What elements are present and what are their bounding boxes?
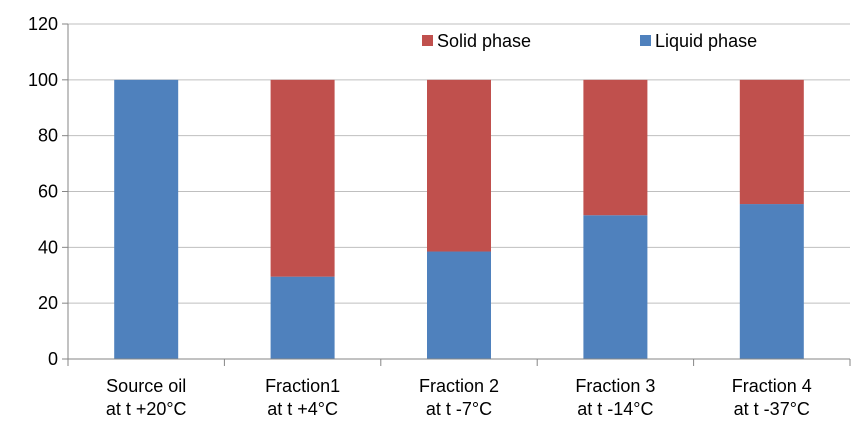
bars	[114, 79, 804, 359]
axes	[62, 23, 851, 366]
axis-labels: 0 20 40 60 80 100 120 Source oil at t +20°C Fract…	[28, 14, 812, 419]
x-category-label: Fraction 3	[575, 376, 655, 396]
x-category-label: at t -14°C	[577, 399, 653, 419]
x-category-label: at t +20°C	[106, 399, 187, 419]
bar-solid-phase	[427, 79, 491, 252]
y-tick-label: 120	[28, 14, 58, 34]
legend-swatch	[640, 35, 651, 46]
x-category-label: Fraction 4	[732, 376, 812, 396]
bar-solid-phase	[583, 79, 648, 216]
x-category-label: at t +4°C	[267, 399, 338, 419]
y-tick-label: 20	[38, 293, 58, 313]
bar-liquid-phase	[739, 204, 804, 359]
y-tick-label: 60	[38, 182, 58, 202]
x-category-label: Fraction1	[265, 376, 340, 396]
x-category-label: at t -7°C	[426, 399, 492, 419]
y-tick-label: 40	[38, 237, 58, 257]
bar-liquid-phase	[583, 215, 648, 359]
legend: Solid phase Liquid phase	[422, 31, 757, 51]
x-category-label: Source oil	[106, 376, 186, 396]
y-tick-label: 100	[28, 70, 58, 90]
y-tick-label: 0	[48, 349, 58, 369]
bar-solid-phase	[270, 79, 335, 277]
y-tick-label: 80	[38, 126, 58, 146]
x-category-label: Fraction 2	[419, 376, 499, 396]
legend-label: Solid phase	[437, 31, 531, 51]
legend-label: Liquid phase	[655, 31, 757, 51]
bar-solid-phase	[739, 79, 804, 205]
x-category-label: at t -37°C	[734, 399, 810, 419]
bar-liquid-phase	[270, 276, 335, 359]
legend-swatch	[422, 35, 433, 46]
bar-liquid-phase	[427, 251, 491, 359]
bar-liquid-phase	[114, 79, 179, 359]
